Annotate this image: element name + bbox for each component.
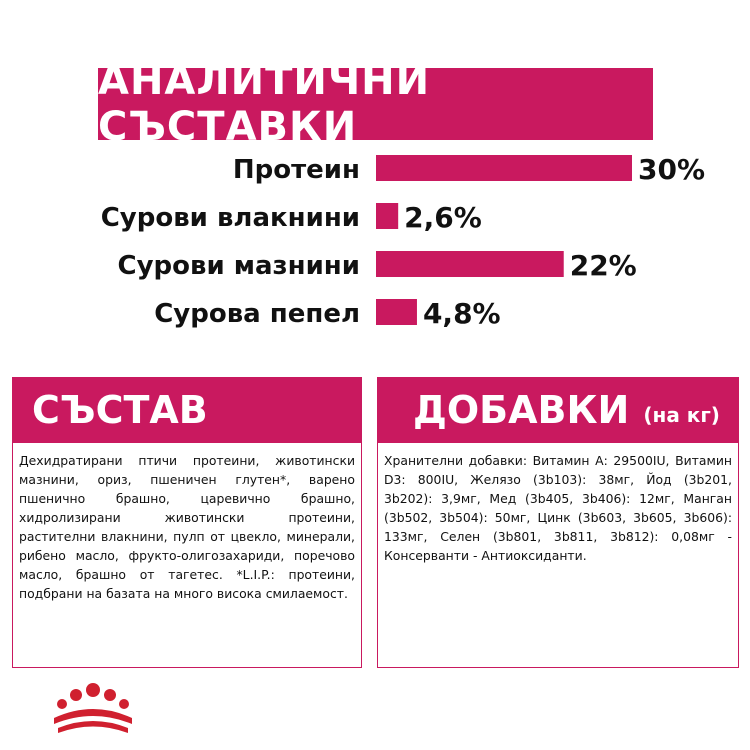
composition-heading: СЪСТАВ [32, 388, 208, 432]
bar [376, 203, 399, 229]
additives-banner: ДОБАВКИ (на кг) [377, 377, 739, 443]
composition-banner: СЪСТАВ [12, 377, 362, 443]
additives-text: Хранителни добавки: Витамин А: 29500IU, … [384, 453, 732, 563]
bar [376, 251, 564, 277]
analytical-constituents-title: АНАЛИТИЧНИ СЪСТАВКИ [98, 58, 431, 150]
bar-value-label: 30% [638, 153, 705, 186]
bar-value-label: 4,8% [423, 297, 501, 330]
composition-panel: Дехидратирани птичи протеини, животински… [12, 443, 362, 668]
analytical-bar-chart: Протеин 30% Сурови влакнини 2,6% Сурови мазн… [101, 153, 705, 330]
royal-canin-crown-icon [54, 683, 132, 733]
bar [376, 299, 417, 325]
additives-heading: ДОБАВКИ [413, 388, 630, 432]
composition-text: Дехидратирани птичи протеини, животински… [19, 453, 355, 601]
bar-value-label: 2,6% [404, 201, 482, 234]
bar-category-label: Сурови влакнини [101, 203, 360, 233]
additives-panel: Хранителни добавки: Витамин А: 29500IU, … [377, 443, 739, 668]
bar-value-label: 22% [570, 249, 637, 282]
bar-category-label: Сурови мазнини [118, 251, 361, 281]
additives-unit: (на кг) [643, 403, 720, 427]
bar-category-label: Сурова пепел [154, 299, 360, 329]
bar [376, 155, 632, 181]
bar-category-label: Протеин [233, 155, 360, 185]
analytical-constituents-banner: АНАЛИТИЧНИ СЪСТАВКИ [98, 58, 653, 150]
